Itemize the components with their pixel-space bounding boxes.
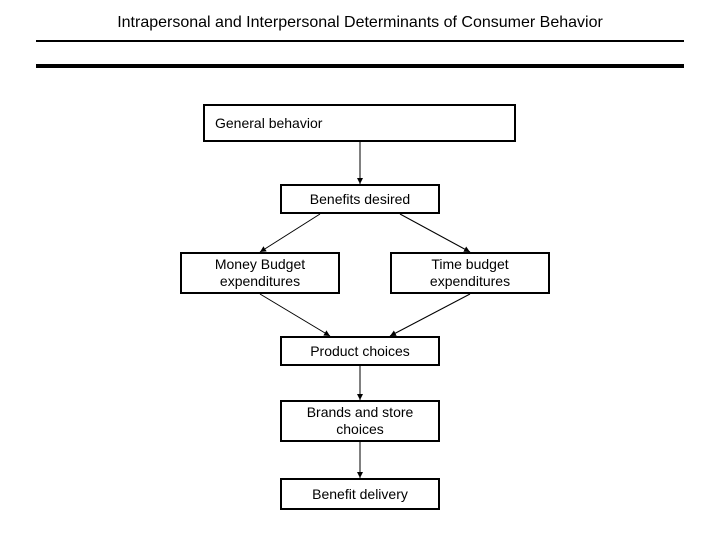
node-time: Time budgetexpenditures [390, 252, 550, 294]
node-product: Product choices [280, 336, 440, 366]
arrow-benefits-to-time [400, 214, 470, 252]
rule-under-title [36, 40, 684, 42]
arrow-benefits-to-money [260, 214, 320, 252]
thick-rule [36, 64, 684, 68]
arrow-layer [0, 0, 720, 540]
arrow-money-to-product [260, 294, 330, 336]
arrow-time-to-product [390, 294, 470, 336]
node-money: Money Budgetexpenditures [180, 252, 340, 294]
page-title: Intrapersonal and Interpersonal Determin… [0, 0, 720, 40]
node-general: General behavior [203, 104, 516, 142]
node-benefits: Benefits desired [280, 184, 440, 214]
node-brands: Brands and storechoices [280, 400, 440, 442]
node-delivery: Benefit delivery [280, 478, 440, 510]
